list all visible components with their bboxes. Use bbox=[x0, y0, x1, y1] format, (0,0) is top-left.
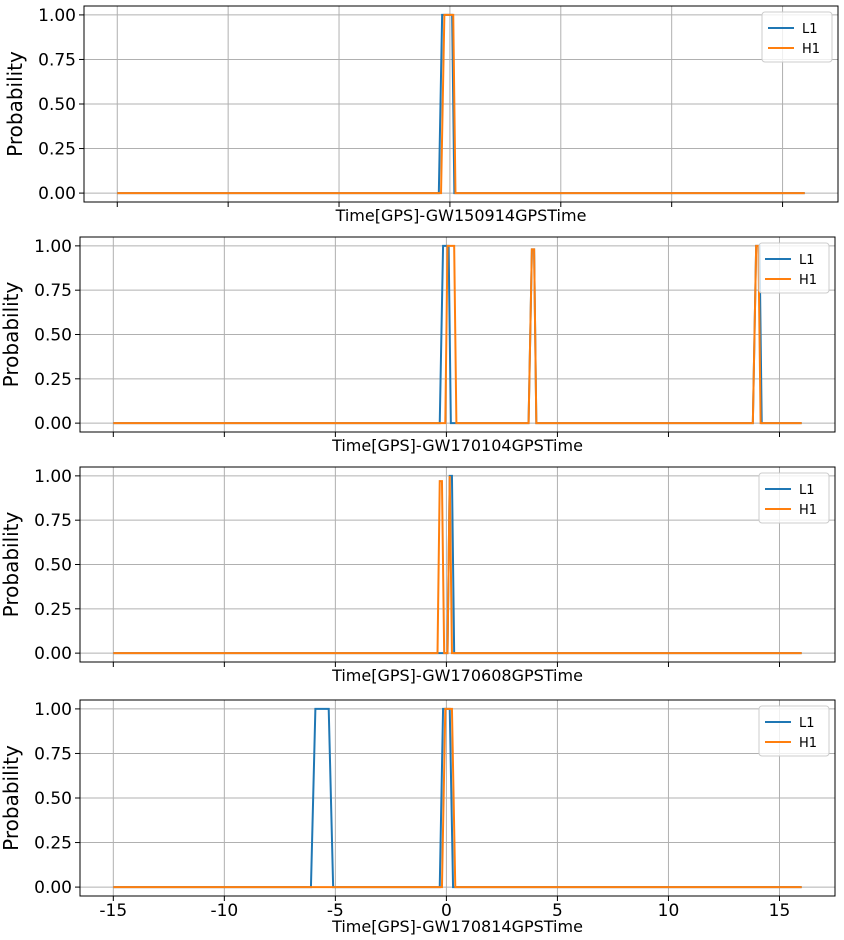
x-tick-label: -15 bbox=[99, 901, 127, 921]
y-tick-label: 0.25 bbox=[34, 834, 72, 854]
y-tick-label: 0.00 bbox=[34, 878, 72, 898]
y-axis-label: Probability bbox=[0, 745, 23, 851]
series-line-h1 bbox=[113, 244, 802, 425]
y-tick-label: 0.00 bbox=[34, 644, 72, 664]
y-tick-label: 0.50 bbox=[34, 556, 72, 576]
y-axis-label: Probability bbox=[0, 281, 23, 387]
chart-panel-2: 0.00 0.25 0.50 0.75 1.00 Time[GPS]-GW170104GP… bbox=[0, 236, 836, 455]
x-axis-label: Time[GPS]-GW150914GPSTime bbox=[335, 206, 587, 225]
y-tick-label: 0.25 bbox=[34, 600, 72, 620]
y-axis-label: Probability bbox=[0, 511, 23, 617]
y-tick-label: 1.00 bbox=[34, 700, 72, 720]
legend-label-h1: H1 bbox=[799, 273, 817, 288]
legend-label-l1: L1 bbox=[799, 716, 815, 731]
y-axis-label: Probability bbox=[3, 51, 27, 157]
legend-box bbox=[758, 705, 830, 757]
y-tick-label: 1.00 bbox=[34, 467, 72, 487]
y-tick-label: 0.50 bbox=[38, 95, 76, 115]
y-tick-label: 0.00 bbox=[34, 414, 72, 434]
y-tick-label: 0.25 bbox=[38, 140, 76, 160]
legend-box bbox=[758, 242, 830, 294]
x-axis-label: Time[GPS]-GW170814GPSTime bbox=[331, 917, 583, 936]
legend-box bbox=[761, 11, 833, 63]
x-tick-label: 15 bbox=[769, 901, 791, 921]
chart-panel-3: 0.00 0.25 0.50 0.75 1.00 Time[GPS]-GW170608GP… bbox=[0, 466, 836, 685]
legend-box bbox=[758, 472, 830, 524]
y-tick-label: 0.75 bbox=[34, 281, 72, 301]
chart-panel-1: 0.00 0.25 0.50 0.75 1.00 Time[GPS]-GW150914GP… bbox=[3, 5, 839, 225]
x-axis-label: Time[GPS]-GW170608GPSTime bbox=[331, 666, 583, 685]
x-axis-label: Time[GPS]-GW170104GPSTime bbox=[331, 436, 583, 455]
y-tick-label: 0.75 bbox=[38, 50, 76, 70]
series-line-h1 bbox=[117, 13, 805, 195]
legend-label-l1: L1 bbox=[799, 253, 815, 268]
legend-label-l1: L1 bbox=[802, 22, 818, 37]
y-tick-label: 1.00 bbox=[38, 6, 76, 26]
series-line-h1 bbox=[113, 475, 802, 655]
y-tick-label: 0.50 bbox=[34, 326, 72, 346]
x-tick-label: -5 bbox=[327, 901, 344, 921]
series-line-h1 bbox=[113, 707, 802, 889]
y-tick-label: 0.25 bbox=[34, 370, 72, 390]
legend-label-l1: L1 bbox=[799, 483, 815, 498]
y-tick-label: 1.00 bbox=[34, 237, 72, 257]
x-tick-label: 10 bbox=[658, 901, 680, 921]
legend-label-h1: H1 bbox=[799, 503, 817, 518]
y-tick-label: 0.00 bbox=[38, 184, 76, 204]
y-tick-label: 0.75 bbox=[34, 744, 72, 764]
y-tick-label: 0.75 bbox=[34, 511, 72, 531]
x-tick-label: 5 bbox=[552, 901, 563, 921]
x-tick-label: 0 bbox=[441, 901, 452, 921]
legend-label-h1: H1 bbox=[802, 42, 820, 57]
x-tick-label: -10 bbox=[210, 901, 238, 921]
legend-label-h1: H1 bbox=[799, 736, 817, 751]
y-tick-label: 0.50 bbox=[34, 789, 72, 809]
chart-panel-4: 0.00 0.25 0.50 0.75 1.00 -15 -10 -5 0 5 10 15 Time[G… bbox=[0, 699, 836, 936]
